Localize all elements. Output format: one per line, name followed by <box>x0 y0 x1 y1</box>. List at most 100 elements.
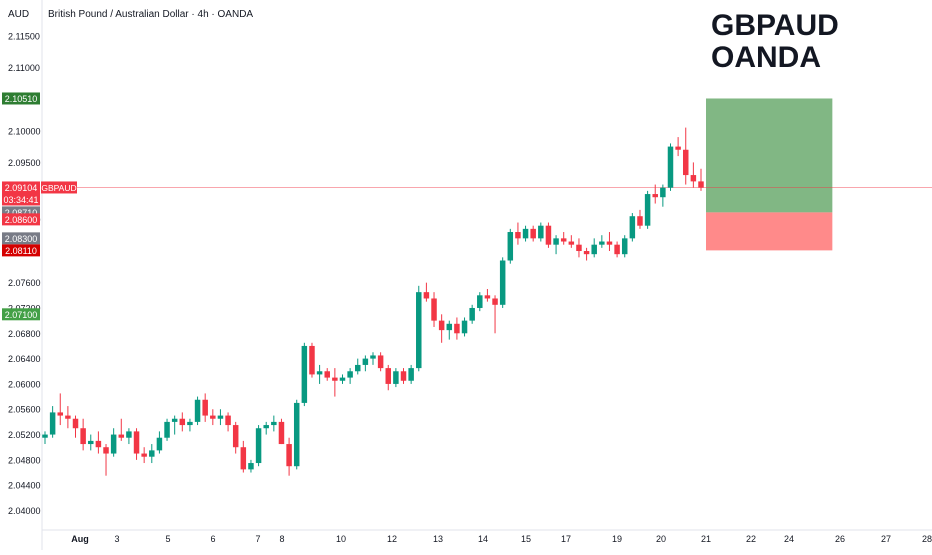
position-tool[interactable] <box>706 98 833 251</box>
symbol-tag <box>41 181 77 194</box>
x-tick-label: 6 <box>210 534 215 544</box>
candle-body <box>385 368 392 384</box>
price-badge <box>2 181 40 206</box>
candle-body <box>454 323 460 334</box>
candle-body <box>80 428 86 445</box>
candle-body <box>400 371 407 381</box>
x-tick-label: 13 <box>433 534 443 544</box>
candle-body <box>698 181 704 188</box>
candle-body <box>377 355 384 369</box>
x-tick-label: 19 <box>612 534 622 544</box>
y-tick-label: 2.06000 <box>8 379 41 389</box>
x-tick-label: 27 <box>881 534 891 544</box>
candle-body <box>133 431 140 454</box>
candle-body <box>95 440 102 448</box>
price-badge-label: 2.07100 <box>5 310 38 320</box>
x-tick-label: 12 <box>387 534 397 544</box>
candle-body <box>316 371 323 375</box>
candle-body <box>118 434 125 438</box>
price-badge <box>2 213 40 226</box>
candle-body <box>354 364 361 372</box>
candle-body <box>324 371 330 378</box>
candle-body <box>240 447 247 470</box>
candle-body <box>637 216 643 226</box>
x-tick-label: 17 <box>561 534 571 544</box>
candle-body <box>164 421 170 438</box>
candle-body <box>339 377 346 381</box>
candle-body <box>614 244 620 255</box>
y-tick-label: 2.05600 <box>8 405 41 415</box>
candle-body <box>599 241 605 245</box>
loss-zone <box>706 212 833 251</box>
candle-body <box>667 146 674 188</box>
x-tick-label: 20 <box>656 534 666 544</box>
candle-body <box>438 320 445 331</box>
symbol-description: British Pound / Australian Dollar · 4h ·… <box>48 9 254 20</box>
symbol-tag-label: GBPAUD <box>41 183 76 193</box>
y-tick-label: 2.07600 <box>8 278 41 288</box>
candle-body <box>515 232 521 239</box>
candle-body <box>568 241 575 245</box>
candle-body <box>110 434 117 454</box>
candle-body <box>446 323 453 331</box>
candle-body <box>309 345 315 375</box>
x-tick-label: 21 <box>701 534 711 544</box>
candle-body <box>65 415 71 419</box>
candlestick-series <box>42 127 704 476</box>
candle-body <box>660 187 666 198</box>
candle-body <box>286 444 292 467</box>
candle-body <box>248 463 254 470</box>
candle-body <box>675 146 681 150</box>
symbol-title-line-2: OANDA <box>711 41 821 74</box>
candle-body <box>57 412 64 416</box>
x-tick-label: 28 <box>922 534 932 544</box>
candle-body <box>530 228 536 239</box>
y-tick-label: 2.05200 <box>8 430 41 440</box>
x-tick-label: 7 <box>255 534 260 544</box>
candle-body <box>583 251 590 255</box>
candle-body <box>431 298 437 321</box>
price-badge <box>2 232 40 245</box>
x-axis-ticks: Aug 3 5 6 7 8 10 12 13 14 15 17 19 20 21 22 24 26 27 28 <box>71 534 932 544</box>
price-badge <box>2 244 40 257</box>
candle-body <box>42 434 48 438</box>
candle-body <box>484 295 491 299</box>
candle-body <box>629 216 636 239</box>
countdown-label: 03:34:41 <box>3 195 38 205</box>
candle-body <box>103 447 109 454</box>
candle-body <box>149 450 155 457</box>
profit-zone <box>706 98 833 213</box>
x-tick-label: 10 <box>336 534 346 544</box>
candle-body <box>553 238 559 245</box>
y-tick-label: 2.04800 <box>8 455 41 465</box>
candle-body <box>225 415 231 426</box>
candle-body <box>499 260 506 305</box>
candle-body <box>255 428 262 464</box>
candle-body <box>545 225 552 245</box>
x-tick-label: 24 <box>784 534 794 544</box>
price-badge <box>2 92 40 105</box>
candle-body <box>347 371 353 378</box>
candle-body <box>606 241 613 245</box>
candle-body <box>621 238 628 255</box>
candle-body <box>278 421 285 445</box>
candle-body <box>217 415 224 419</box>
y-tick-label: 2.11500 <box>8 31 40 41</box>
candle-body <box>522 228 529 239</box>
x-tick-label: 5 <box>165 534 170 544</box>
candle-body <box>332 377 338 381</box>
candle-body <box>507 232 514 261</box>
candle-body <box>72 418 79 429</box>
candle-body <box>370 355 376 359</box>
candle-body <box>88 440 94 445</box>
candle-body <box>362 358 369 365</box>
candle-body <box>263 425 269 429</box>
candle-body <box>690 175 697 182</box>
candle-body <box>477 295 483 308</box>
y-tick-label: 2.04000 <box>8 506 41 516</box>
candle-body <box>179 418 186 426</box>
x-tick-label: Aug <box>71 534 89 544</box>
